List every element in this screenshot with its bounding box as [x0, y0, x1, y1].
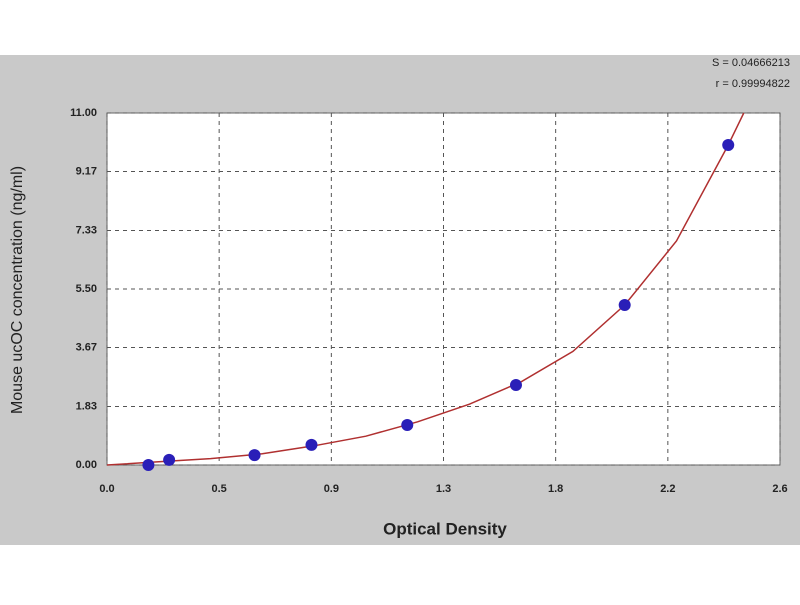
x-tick-label: 0.9	[324, 483, 339, 495]
y-axis-label: Mouse ucOC concentration (ng/ml)	[9, 166, 26, 414]
data-point	[509, 379, 522, 391]
y-tick-label: 5.50	[76, 283, 97, 295]
y-tick-label: 0.00	[76, 459, 97, 471]
y-tick-label: 11.00	[70, 107, 97, 119]
x-tick-label: 2.6	[772, 483, 787, 495]
annotation: r = 0.99994822	[716, 78, 790, 90]
x-tick-label: 1.3	[436, 483, 451, 495]
x-tick-label: 2.2	[660, 483, 675, 495]
data-point	[142, 459, 155, 471]
y-tick-label: 9.17	[76, 165, 97, 177]
data-point	[401, 419, 414, 431]
y-tick-label: 7.33	[76, 224, 97, 236]
fit-curve	[106, 112, 745, 466]
data-point	[163, 453, 176, 466]
y-tick-label: 1.83	[76, 400, 97, 412]
data-point	[305, 438, 318, 451]
x-tick-label: 1.8	[548, 483, 563, 495]
y-tick-label: 3.67	[76, 341, 97, 353]
x-tick-label: 0.0	[99, 483, 114, 495]
x-tick-label: 0.5	[212, 483, 227, 495]
annotation: S = 0.04666213	[712, 57, 790, 69]
data-point	[618, 299, 631, 311]
data-point	[248, 449, 261, 462]
data-point	[722, 139, 735, 151]
x-axis-label: Optical Density	[383, 519, 507, 538]
